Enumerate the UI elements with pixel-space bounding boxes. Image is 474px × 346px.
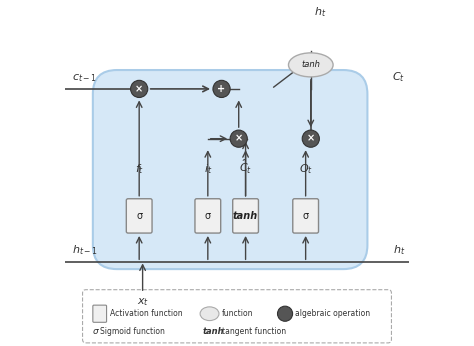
Text: function: function	[221, 309, 253, 318]
FancyBboxPatch shape	[126, 199, 152, 233]
Text: $x_t$: $x_t$	[137, 297, 149, 308]
Text: ×: ×	[135, 84, 143, 94]
Text: $O_t$: $O_t$	[299, 163, 313, 176]
Text: $h_t$: $h_t$	[314, 5, 327, 19]
Text: tanh: tanh	[203, 327, 224, 336]
Text: ×: ×	[307, 134, 315, 144]
Text: σ: σ	[205, 211, 211, 221]
Ellipse shape	[200, 307, 219, 321]
Text: tanh: tanh	[233, 211, 258, 221]
Text: tangent function: tangent function	[221, 327, 286, 336]
Text: $h_{t-1}$: $h_{t-1}$	[72, 243, 98, 257]
Text: $i_t$: $i_t$	[204, 163, 212, 176]
Circle shape	[230, 130, 247, 147]
Text: σ: σ	[302, 211, 309, 221]
Text: $C_t$: $C_t$	[392, 70, 405, 84]
Text: $\hat{C}_t$: $\hat{C}_t$	[239, 158, 252, 176]
Circle shape	[131, 80, 148, 98]
Text: tanh: tanh	[301, 61, 320, 70]
FancyBboxPatch shape	[93, 70, 367, 269]
FancyBboxPatch shape	[195, 199, 221, 233]
FancyBboxPatch shape	[82, 290, 392, 343]
FancyBboxPatch shape	[293, 199, 319, 233]
Circle shape	[302, 130, 319, 147]
Text: $c_{t-1}$: $c_{t-1}$	[72, 72, 97, 84]
Text: +: +	[218, 84, 226, 94]
Text: $f_t$: $f_t$	[135, 163, 144, 176]
Text: σ: σ	[136, 211, 142, 221]
Text: algebraic operation: algebraic operation	[295, 309, 371, 318]
Circle shape	[213, 80, 230, 98]
Text: σ: σ	[93, 327, 99, 336]
FancyBboxPatch shape	[233, 199, 258, 233]
Ellipse shape	[289, 53, 333, 77]
Text: Sigmoid function: Sigmoid function	[100, 327, 164, 336]
Text: ×: ×	[235, 134, 243, 144]
FancyBboxPatch shape	[93, 305, 107, 322]
Text: $h_t$: $h_t$	[393, 243, 405, 257]
Text: Activation function: Activation function	[110, 309, 182, 318]
Circle shape	[277, 306, 292, 321]
